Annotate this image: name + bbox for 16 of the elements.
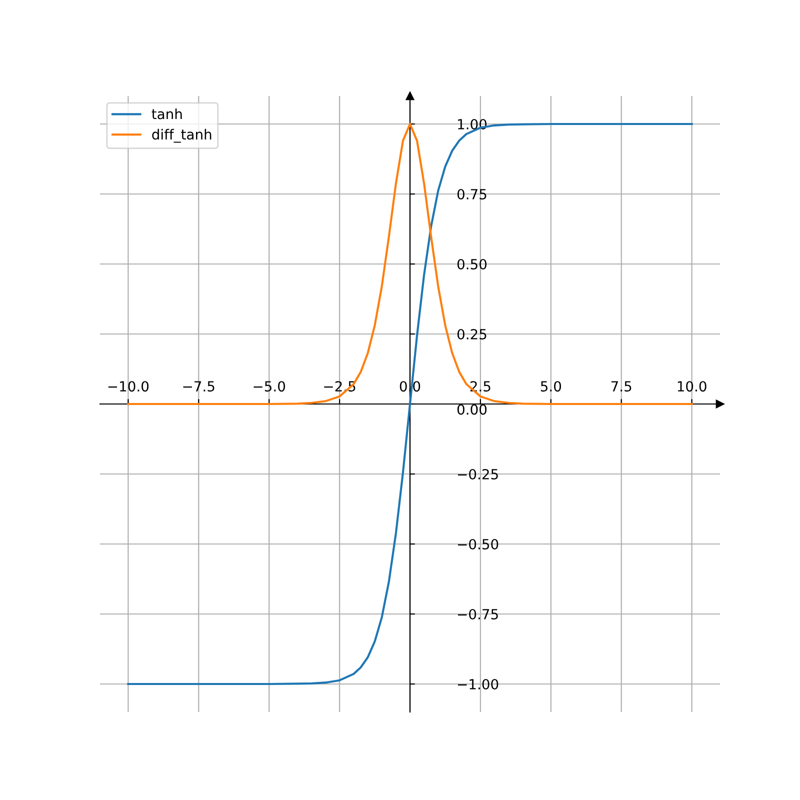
- y-tick-label: 0.00: [457, 404, 487, 415]
- x-tick-label: −10.0: [108, 381, 149, 392]
- y-tick-label: −1.00: [458, 678, 498, 690]
- x-tick-label: 5.0: [540, 381, 562, 392]
- y-tick-label: 0.50: [457, 258, 487, 270]
- x-tick-label: 10.0: [678, 381, 706, 392]
- legend-label: tanh: [152, 108, 182, 120]
- x-tick-label: 7.5: [611, 381, 632, 392]
- x-tick-label: −5.0: [254, 381, 286, 392]
- y-tick-label: −0.75: [458, 608, 498, 620]
- y-tick-label: 0.75: [457, 188, 486, 200]
- y-tick-label: −0.50: [458, 538, 498, 550]
- legend-label: diff_tanh: [152, 128, 212, 143]
- x-tick-label: −7.5: [183, 381, 214, 392]
- y-tick-label: 0.25: [457, 328, 486, 340]
- y-tick-label: −0.25: [458, 468, 498, 480]
